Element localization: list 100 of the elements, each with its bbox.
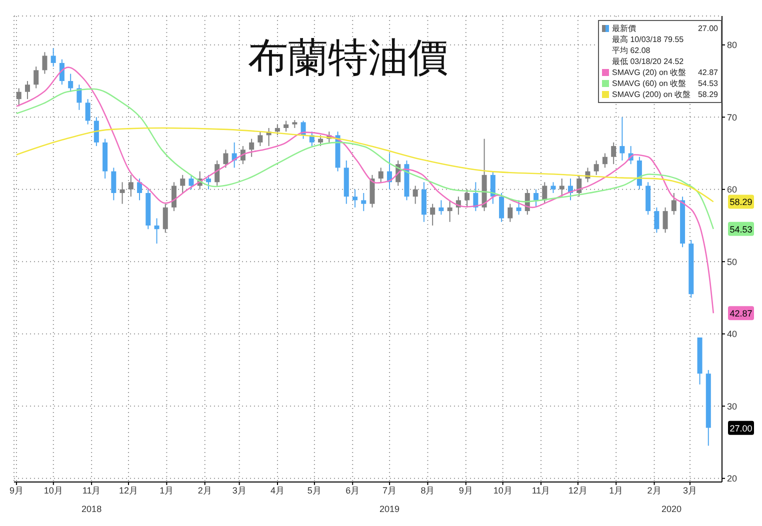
candlestick [559, 178, 564, 198]
candlestick [430, 203, 436, 226]
data-label: 42.87 [730, 308, 752, 319]
x-tick-label: 12月 [119, 485, 138, 496]
candlestick [249, 138, 254, 158]
candlestick [94, 116, 99, 147]
x-tick-label: 11月 [532, 485, 550, 496]
candlestick [50, 48, 56, 68]
candlestick [172, 182, 177, 212]
price-tag: 58.29 [728, 194, 754, 209]
candlestick [671, 192, 676, 216]
candlestick [473, 182, 478, 212]
x-tick-label: 2月 [647, 485, 662, 496]
x-tick-label: 4月 [270, 485, 285, 496]
candlestick [59, 58, 64, 86]
candlestick [206, 174, 211, 190]
candlestick [534, 188, 539, 208]
x-tick-label: 7月 [382, 485, 397, 496]
x-tick-label: 1月 [160, 485, 174, 496]
x-tick-label: 9月 [458, 485, 473, 496]
candlestick [542, 182, 548, 204]
candlestick [16, 88, 22, 107]
text: 42.87 [698, 68, 718, 77]
candlestick [594, 160, 599, 176]
y-tick-label: 30 [727, 401, 738, 412]
x-tick-label: 6月 [346, 485, 360, 496]
x-tick-label: 5月 [307, 485, 322, 496]
candlestick [447, 200, 452, 222]
candlestick [34, 66, 39, 89]
candlestick [662, 206, 668, 234]
text: 27.00 [698, 24, 718, 33]
legend-label: SMAVG (60) on 收盤 [612, 78, 688, 89]
candlestick [550, 182, 556, 194]
candlestick [180, 174, 186, 194]
candlestick [258, 131, 263, 147]
candlestick [223, 149, 228, 168]
annotation: 最低 03/18/20 24.52 [612, 56, 685, 67]
annotation: 平均 62.08 [612, 45, 652, 56]
x-tick-label: 3月 [682, 485, 697, 496]
x-tick-label: 2月 [198, 485, 212, 496]
price-tag: 54.53 [728, 222, 754, 236]
candlestick [154, 218, 160, 244]
y-tick-label: 20 [727, 474, 738, 484]
price-tag: 42.87 [728, 306, 754, 320]
x-tick-label: 3月 [232, 485, 246, 496]
candlestick [464, 188, 470, 208]
line-series [16, 127, 714, 202]
legend-label: SMAVG (20) on 收盤 [612, 67, 688, 78]
candlestick [576, 174, 582, 198]
candlestick [68, 73, 74, 92]
text: 54.53 [698, 79, 718, 88]
text: 58.29 [698, 90, 718, 99]
x-tick-label: 1月 [609, 485, 624, 496]
x-tick-label: 9月 [9, 485, 24, 496]
candlestick [378, 167, 384, 183]
y-tick-label: 40 [727, 329, 738, 340]
x-tick-label: 8月 [420, 485, 435, 496]
x2-tick-label: 2020 [662, 504, 682, 514]
candlestick [120, 182, 125, 204]
candlestick [42, 52, 48, 74]
candlestick [318, 134, 324, 147]
candlestick [128, 174, 134, 198]
data-label: 58.29 [730, 197, 752, 208]
candlestick [499, 192, 504, 222]
x-tick-label: 11月 [82, 485, 101, 496]
candlestick [85, 98, 90, 125]
candlestick [654, 206, 660, 234]
candlestick [412, 185, 418, 204]
y-tick-label: 60 [727, 184, 738, 195]
data-label: 54.53 [730, 224, 752, 234]
candlestick [162, 203, 168, 234]
legend-label: SMAVG (200) on 收盤 [612, 89, 692, 100]
x-tick-label: 10月 [44, 485, 63, 496]
x2-tick-label: 2019 [380, 504, 400, 514]
candlestick [76, 84, 82, 110]
candlestick [24, 80, 30, 100]
candlestick [490, 170, 496, 204]
candlestick [438, 200, 444, 216]
candlestick [620, 116, 625, 161]
x-tick-label: 10月 [493, 485, 512, 496]
candlestick [361, 192, 366, 212]
candlestick [214, 160, 220, 186]
y-tick-label: 70 [727, 112, 738, 122]
candlestick [508, 203, 513, 222]
candlestick [188, 174, 194, 190]
candlestick [274, 124, 280, 136]
candlestick [602, 152, 608, 168]
price-tag: 27.00 [728, 420, 754, 435]
candlestick [284, 120, 289, 132]
annotation: 最高 10/03/18 79.55 [612, 34, 685, 45]
candlestick [516, 200, 522, 216]
candlestick [352, 188, 358, 208]
text: 布蘭特油價 [247, 34, 449, 83]
candlestick [111, 167, 116, 201]
candlestick [137, 178, 142, 201]
legend-label: 最新價 [612, 23, 637, 34]
y-tick-label: 50 [727, 256, 738, 267]
x-tick-label: 12月 [568, 485, 588, 496]
candlestick [611, 142, 616, 165]
x2-tick-label: 2018 [82, 504, 102, 514]
